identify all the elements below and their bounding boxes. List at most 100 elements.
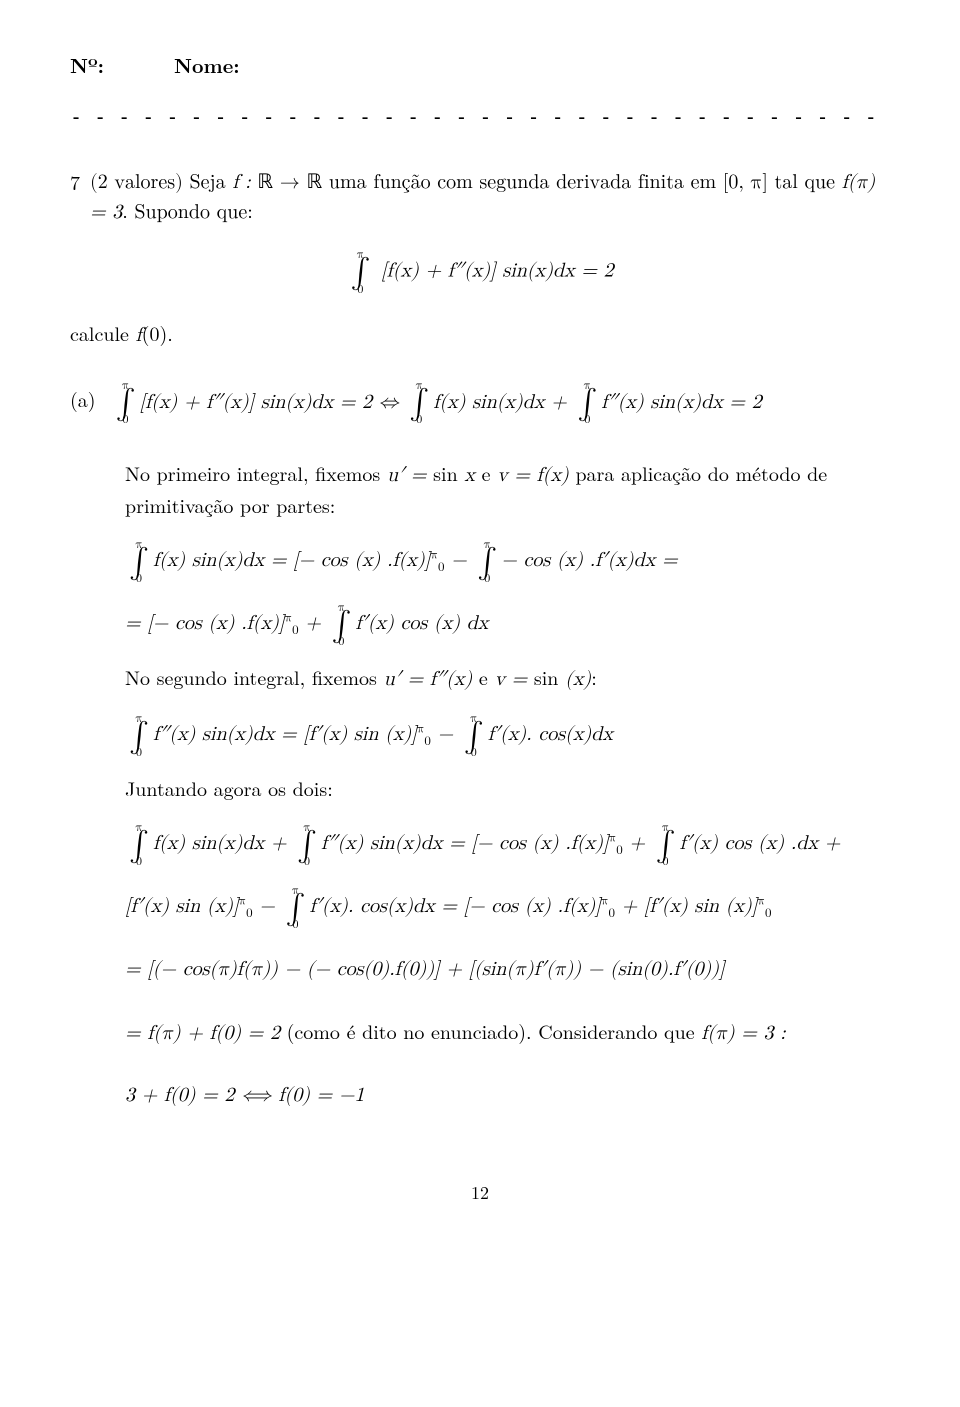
- l5s2: −: [253, 896, 282, 916]
- l4-int1: π∫0: [129, 822, 149, 869]
- p2e: sin: [534, 662, 565, 691]
- l4sup1: π: [609, 832, 617, 845]
- pa-i3b: 0: [584, 414, 590, 426]
- l4s4: f′(x) cos (x) .dx +: [680, 833, 841, 853]
- prob-t2: uma função com segunda derivada finita e…: [322, 172, 723, 192]
- l2s3: f′(x) cos (x) dx: [355, 613, 488, 633]
- pa-i1s: ∫: [116, 392, 136, 415]
- line-4: π∫0f(x) sin(x)dx + π∫0f″(x) sin(x)dx = […: [125, 819, 890, 868]
- l3s3: f′(x). cos(x)dx: [488, 724, 613, 744]
- l3i2s: ∫: [464, 725, 484, 748]
- p2b: u′ = f″(x): [384, 669, 473, 689]
- l2s2: +: [299, 613, 328, 633]
- l4s3: +: [623, 833, 652, 853]
- p1f: v = f(x): [497, 465, 569, 485]
- line-5: [f′(x) sin (x)]π0 − π∫0f′(x). cos(x)dx =…: [125, 882, 890, 931]
- l4i1s: ∫: [129, 834, 149, 857]
- p1c: sin: [433, 458, 464, 487]
- line-6: = [(− cos(π)f(π)) − (− cos(0).f(0))] + […: [125, 945, 890, 993]
- l7c: f(π) = 3 :: [701, 1023, 785, 1043]
- calcule-line: calcule f(0).: [70, 318, 890, 350]
- problem-text: (2 valores) Seja f : ℝ → ℝ uma função co…: [90, 167, 890, 227]
- l3i1b: 0: [136, 747, 142, 759]
- central-equation: π ∫ 0 [f(x) + f″(x)] sin(x)dx = 2: [70, 249, 890, 296]
- line-3: π∫0f″(x) sin(x)dx = [f′(x) sin (x)]π0 − …: [125, 710, 890, 759]
- l3s2: −: [431, 724, 460, 744]
- prob-arrow: →: [273, 172, 306, 192]
- central-eq-body: [f(x) + f″(x)] sin(x)dx = 2: [381, 261, 614, 281]
- l7a: = f(π) + f(0) = 2: [125, 1023, 287, 1043]
- l1-int1: π∫0: [129, 539, 149, 586]
- l1i2b: 0: [484, 573, 490, 585]
- p2d: v =: [494, 669, 533, 689]
- int-glyph: ∫: [350, 261, 370, 284]
- para-2: No segundo integral, fixemos u′ = f″(x) …: [125, 662, 890, 694]
- l4i1b: 0: [136, 856, 142, 868]
- prob-R2: ℝ: [306, 171, 322, 193]
- calc-text: calcule: [70, 318, 136, 347]
- p2c: e: [472, 662, 494, 691]
- int-bot: 0: [357, 284, 363, 296]
- header-no: Nº:: [70, 50, 104, 80]
- l4s1: f(x) sin(x)dx +: [153, 833, 293, 853]
- prob-f: f :: [232, 172, 257, 192]
- p1d: x: [464, 465, 475, 485]
- l3i2b: 0: [471, 747, 477, 759]
- pa-int1: π∫0: [116, 380, 136, 427]
- prob-t3: tal que: [768, 172, 842, 192]
- l1-int2: π∫0: [477, 539, 497, 586]
- pa-int3: π∫0: [577, 380, 597, 427]
- l5s3: f′(x). cos(x)dx = [− cos (x) .f(x)]: [309, 896, 600, 916]
- l4i3b: 0: [663, 856, 669, 868]
- l4i2b: 0: [304, 856, 310, 868]
- l7b: (como é dito no enunciado). Considerando…: [287, 1016, 702, 1045]
- l1i2s: ∫: [477, 551, 497, 574]
- pa-s2: f(x) sin(x)dx +: [433, 392, 573, 412]
- pa-s1: [f(x) + f″(x)] sin(x)dx = 2 ⇔: [140, 392, 406, 412]
- l1sup1: π: [430, 549, 438, 562]
- prob-t1: (2 valores) Seja: [90, 172, 232, 192]
- page-number: 12: [70, 1179, 890, 1206]
- l2-int1: π∫0: [331, 602, 351, 649]
- line-2: = [− cos (x) .f(x)]π0 + π∫0f′(x) cos (x)…: [125, 599, 890, 648]
- l4i2s: ∫: [297, 834, 317, 857]
- pa-i2b: 0: [416, 414, 422, 426]
- header-nome: Nome:: [174, 50, 240, 80]
- l2i1b: 0: [338, 636, 344, 648]
- l1s2: − cos (x) .f′(x)dx =: [501, 550, 677, 570]
- l3sup1: π: [417, 723, 425, 736]
- l2i1s: ∫: [331, 614, 351, 637]
- line-1: π∫0f(x) sin(x)dx = [− cos (x) .f(x)]π0 −…: [125, 536, 890, 585]
- l1i1b: 0: [136, 573, 142, 585]
- p2g: :: [591, 662, 597, 691]
- calc-f0p: (0).: [142, 318, 173, 347]
- l5-int1: π∫0: [286, 885, 306, 932]
- p2a: No segundo integral, fixemos: [125, 662, 384, 691]
- p2f: (x): [565, 669, 591, 689]
- part-a-eq: π∫0[f(x) + f″(x)] sin(x)dx = 2 ⇔ π∫0f(x)…: [112, 378, 890, 427]
- para-3: Juntando agora os dois:: [125, 773, 890, 803]
- pa-int2: π∫0: [409, 380, 429, 427]
- l5sub3: 0: [765, 907, 772, 920]
- l3-int2: π∫0: [464, 713, 484, 760]
- pa-i3s: ∫: [577, 392, 597, 415]
- line-7: = f(π) + f(0) = 2 (como é dito no enunci…: [125, 1007, 890, 1057]
- prob-int: [0, π]: [723, 172, 768, 192]
- para-1: No primeiro integral, fixemos u′ = sin x…: [125, 458, 890, 520]
- l4s2: f″(x) sin(x)dx = [− cos (x) .f(x)]: [321, 833, 609, 853]
- l1i1s: ∫: [129, 551, 149, 574]
- l3-int1: π∫0: [129, 713, 149, 760]
- l3i1s: ∫: [129, 725, 149, 748]
- l4i3s: ∫: [656, 834, 676, 857]
- l5sup1: π: [239, 895, 247, 908]
- l5sup2: π: [601, 895, 609, 908]
- prob-R1: ℝ: [257, 171, 273, 193]
- divider: - - - - - - - - - - - - - - - - - - - - …: [70, 102, 890, 132]
- l1s1b: −: [444, 550, 473, 570]
- p1b: u′ =: [387, 465, 433, 485]
- l1s1: f(x) sin(x)dx = [− cos (x) .f(x)]: [153, 550, 430, 570]
- l5i1s: ∫: [286, 897, 306, 920]
- problem-number: 7: [70, 167, 80, 227]
- pa-i2s: ∫: [409, 392, 429, 415]
- l5s1: [f′(x) sin (x)]: [125, 896, 239, 916]
